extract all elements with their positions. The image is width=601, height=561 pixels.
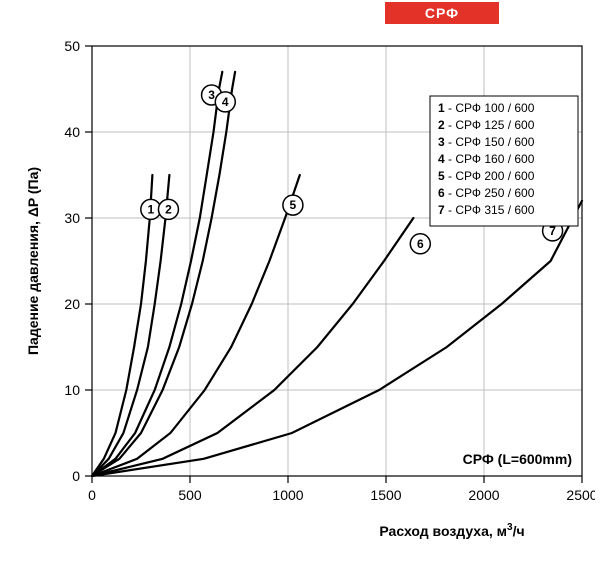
x-tick-label: 2000: [468, 487, 499, 503]
header-tag: СРФ: [385, 2, 499, 24]
series-marker-2: 2: [158, 199, 178, 219]
legend-row-1: 1 - СРФ 100 / 600: [438, 101, 535, 115]
svg-text:2: 2: [165, 202, 172, 216]
y-tick-label: 20: [64, 296, 80, 312]
legend-row-4: 4 - СРФ 160 / 600: [438, 152, 535, 166]
pressure-vs-flow-chart: 0 500 1000 1500 2000 2500 0 10 20 30 40 50 Падение д…: [10, 36, 595, 556]
x-axis-label: Расход воздуха, м3/ч: [379, 522, 524, 539]
series-marker-6: 6: [410, 234, 430, 254]
y-axis-label: Падение давления, ΔP (Па): [25, 167, 41, 355]
y-tick-label: 50: [64, 38, 80, 54]
legend-row-2: 2 - СРФ 125 / 600: [438, 118, 535, 132]
svg-text:6: 6: [417, 237, 424, 251]
svg-text:4: 4: [222, 95, 229, 109]
y-tick-label: 0: [72, 468, 80, 484]
y-tick-label: 40: [64, 124, 80, 140]
chart-footer-label: СРФ (L=600mm): [463, 451, 572, 467]
legend: 1 - СРФ 100 / 600 2 - СРФ 125 / 600 3 - СР…: [430, 96, 578, 226]
series-curve-1: [92, 175, 152, 476]
series-curve-2: [92, 175, 169, 476]
svg-text:1: 1: [147, 202, 154, 216]
legend-row-7: 7 - СРФ 315 / 600: [438, 203, 535, 217]
series-curve-6: [92, 218, 413, 476]
y-tick-label: 30: [64, 210, 80, 226]
x-tick-label: 0: [88, 487, 96, 503]
series-marker-5: 5: [283, 195, 303, 215]
svg-text:3: 3: [208, 88, 215, 102]
legend-row-6: 6 - СРФ 250 / 600: [438, 186, 535, 200]
series-marker-4: 4: [215, 92, 235, 112]
series-curve-7: [92, 201, 582, 476]
x-tick-label: 500: [178, 487, 202, 503]
svg-text:5: 5: [290, 198, 297, 212]
y-tick-label: 10: [64, 382, 80, 398]
legend-row-5: 5 - СРФ 200 / 600: [438, 169, 535, 183]
legend-row-3: 3 - СРФ 150 / 600: [438, 135, 535, 149]
x-tick-label: 1500: [370, 487, 401, 503]
x-tick-label: 1000: [272, 487, 303, 503]
x-tick-label: 2500: [566, 487, 595, 503]
